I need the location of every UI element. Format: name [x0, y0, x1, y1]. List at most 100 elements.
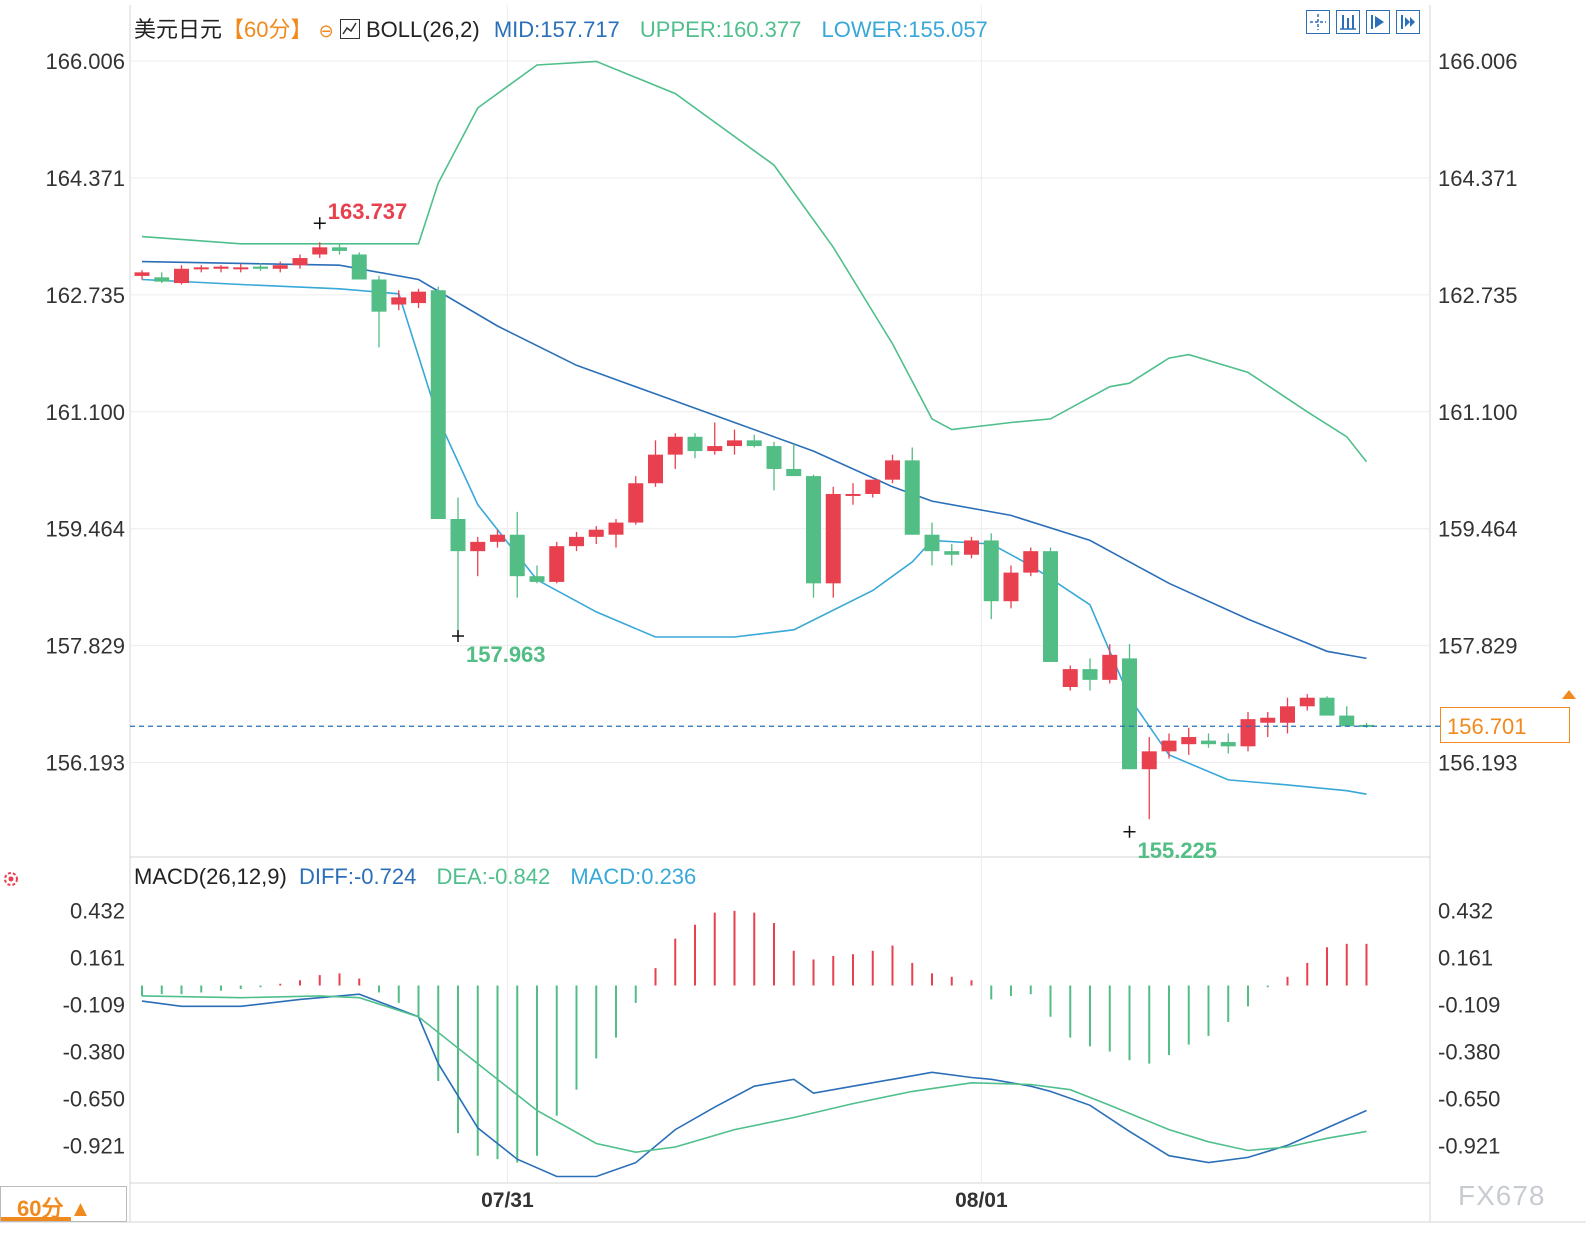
candle-down	[371, 279, 387, 312]
candle-up	[1181, 737, 1197, 745]
candle-up	[470, 541, 486, 552]
candle-up	[569, 536, 584, 547]
candle-up	[1260, 717, 1276, 723]
macd-dea-line	[141, 995, 1367, 1154]
macd-tick-label-left: -0.650	[63, 1086, 125, 1111]
candle-down	[944, 551, 960, 555]
low-annotation-label: 157.963	[466, 642, 546, 667]
candle-down	[450, 518, 466, 552]
candlesticks	[134, 242, 1374, 820]
price-tick-label-right: 164.371	[1438, 166, 1518, 191]
play-back-icon[interactable]	[1366, 10, 1390, 34]
settings-gear-icon[interactable]	[2, 870, 20, 888]
candle-down	[1201, 740, 1216, 745]
candle-up	[1141, 751, 1157, 770]
candle-up	[707, 446, 723, 452]
candle-down	[529, 576, 545, 582]
candle-up	[272, 265, 288, 269]
candle-down	[924, 534, 940, 552]
grid-lines	[0, 5, 1586, 1223]
timeframe-button[interactable]: 60分 ▲	[0, 1186, 127, 1222]
price-tick-label-right: 159.464	[1438, 517, 1518, 542]
candle-up	[1003, 572, 1019, 602]
fast-forward-icon[interactable]	[1396, 10, 1420, 34]
price-tick-label-right: 157.829	[1438, 634, 1518, 659]
candle-up	[213, 266, 229, 269]
candle-down	[904, 460, 920, 535]
candle-down	[1122, 658, 1137, 770]
boll-lower-line	[141, 278, 1367, 795]
price-tick-label-left: 159.464	[45, 517, 125, 542]
timeframe-button-label: 60分 ▲	[17, 1196, 92, 1221]
chart-header: 美元日元【60分】 ⊖ BOLL(26,2) MID:157.717 UPPER…	[134, 12, 988, 44]
indicator-toggle-icon[interactable]: ⊖	[318, 21, 334, 41]
candle-up	[490, 534, 505, 542]
candle-up	[588, 529, 604, 537]
candle-up	[233, 267, 249, 270]
macd-tick-label-left: 0.432	[70, 898, 125, 923]
candle-up	[1240, 719, 1256, 747]
price-tick-label-right: 162.735	[1438, 283, 1518, 308]
candle-up	[1102, 654, 1118, 680]
price-up-arrow-icon	[1562, 690, 1576, 699]
price-tick-label-right: 161.100	[1438, 400, 1518, 425]
price-tick-label-left: 164.371	[45, 166, 125, 191]
candle-up	[1023, 551, 1039, 573]
candle-up	[608, 522, 624, 535]
indicator-chart-icon[interactable]	[339, 19, 360, 39]
candle-down	[1043, 551, 1058, 662]
candle-up	[648, 454, 663, 484]
macd-tick-label-left: -0.921	[63, 1133, 125, 1158]
timeframe-underline	[1, 1217, 71, 1221]
candle-up	[312, 247, 328, 255]
macd-tick-label-left: 0.161	[70, 946, 125, 971]
candle-down	[509, 534, 525, 577]
macd-tick-label-left: -0.109	[63, 992, 125, 1017]
pair-name: 美元日元	[134, 17, 223, 42]
candle-up	[964, 540, 979, 555]
candle-up	[845, 493, 861, 496]
price-tick-label-left: 156.193	[45, 751, 125, 776]
candle-up	[825, 493, 841, 584]
price-tick-label-left: 161.100	[45, 400, 125, 425]
candle-up	[1062, 669, 1078, 687]
candle-down	[430, 290, 446, 519]
macd-bar-value: MACD:0.236	[570, 864, 697, 889]
bar-style-icon[interactable]	[1336, 10, 1360, 34]
candle-up	[411, 291, 426, 304]
candle-down	[766, 446, 782, 469]
candle-down	[351, 254, 367, 280]
candle-up	[667, 436, 683, 455]
candle-down	[687, 436, 703, 452]
macd-tick-label-right: -0.921	[1438, 1133, 1500, 1158]
price-tick-label-left: 157.829	[45, 634, 125, 659]
axis-labels: 166.006 166.006 164.371 164.371 162.735 162.7…	[45, 49, 1517, 1212]
price-tick-label-left: 166.006	[45, 49, 125, 74]
date-tick-label: 07/31	[481, 1189, 534, 1212]
macd-tick-label-right: -0.650	[1438, 1086, 1500, 1111]
candle-down	[983, 540, 999, 602]
candle-up	[1299, 697, 1315, 707]
crosshair-icon[interactable]	[1306, 10, 1330, 34]
candle-down	[786, 468, 802, 477]
macd-dea-value: DEA:-0.842	[436, 864, 551, 889]
candle-up	[193, 267, 209, 270]
candle-up	[134, 272, 150, 276]
macd-tick-label-right: 0.161	[1438, 946, 1493, 971]
indicator-name: BOLL(26,2)	[365, 17, 480, 42]
candle-down	[1220, 742, 1236, 747]
price-tick-label-right: 166.006	[1438, 49, 1518, 74]
candle-down	[1319, 697, 1335, 716]
price-tick-label-left: 162.735	[45, 283, 125, 308]
high-annotation-label: 163.737	[328, 199, 408, 224]
macd-diff-line	[141, 993, 1367, 1178]
price-tick-label-right: 156.193	[1438, 751, 1518, 776]
candle-down	[806, 476, 821, 584]
candle-down	[332, 247, 347, 251]
boll-upper-line	[141, 60, 1368, 463]
candle-down	[746, 440, 762, 447]
boll-lower-value: LOWER:155.057	[821, 17, 988, 42]
current-price-tag: 156.701	[1440, 707, 1570, 743]
macd-panel	[141, 910, 1368, 1178]
candle-up	[865, 479, 881, 494]
